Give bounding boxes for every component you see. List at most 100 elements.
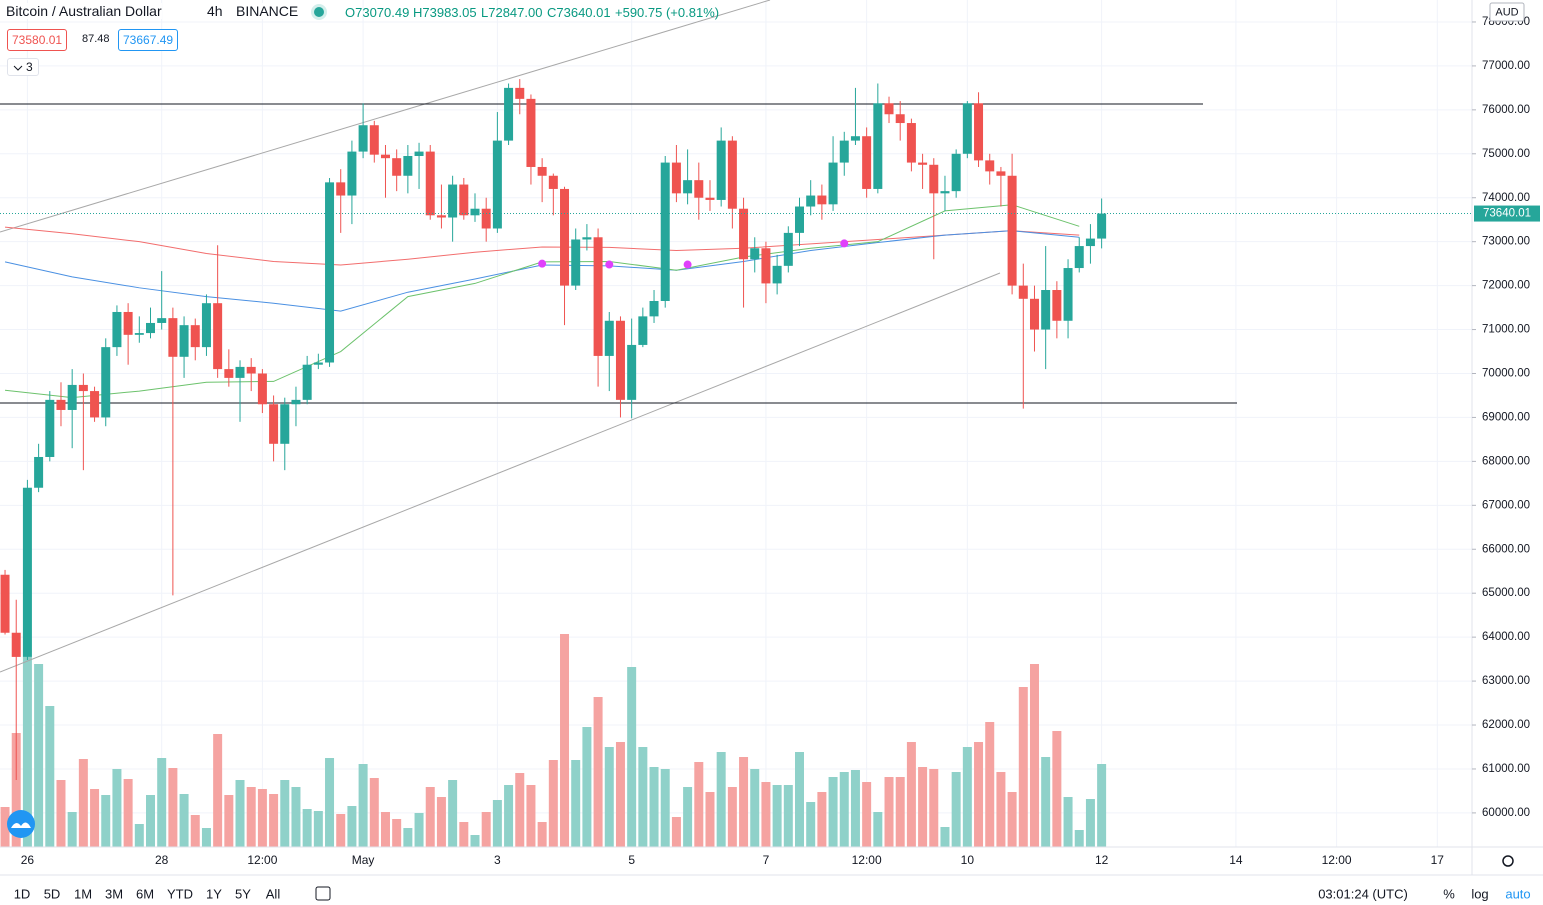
range-button[interactable]: 1Y (206, 886, 222, 901)
candle-body (179, 325, 189, 357)
settings-icon[interactable] (1502, 855, 1514, 867)
candle-body (347, 151, 357, 196)
y-tick-label: 61000.00 (1482, 763, 1530, 775)
volume-bar (1074, 830, 1084, 847)
range-button[interactable]: 5D (44, 886, 61, 901)
candle-body (962, 103, 972, 154)
candle-body (828, 162, 838, 205)
candle-body (850, 136, 860, 141)
volume-bar (470, 835, 480, 847)
x-tick-label: 28 (155, 853, 169, 867)
candle-body (123, 311, 133, 335)
auto-toggle[interactable]: auto (1505, 886, 1530, 901)
range-button[interactable]: 3M (105, 886, 123, 901)
volume-bar (1052, 731, 1062, 847)
y-tick-label: 72000.00 (1482, 280, 1530, 292)
volume-bar (906, 742, 916, 847)
volume-bar (537, 822, 547, 847)
candle-body (157, 318, 167, 323)
candle-body (638, 316, 648, 345)
signal-marker (683, 260, 692, 269)
candle-body (336, 182, 346, 196)
candle-body (1052, 290, 1062, 321)
candle-body (1097, 213, 1107, 239)
candle-body (269, 404, 279, 444)
volume-bar (705, 792, 715, 847)
range-button[interactable]: 1M (74, 886, 92, 901)
moving-average (4, 204, 1080, 399)
exchange: BINANCE (236, 3, 299, 19)
candle-body (1029, 298, 1039, 330)
volume-bar (817, 792, 827, 847)
candle-body (806, 195, 816, 207)
candle-body (571, 239, 581, 286)
calendar-icon[interactable] (315, 886, 331, 901)
indicators-toggle[interactable]: 3 (7, 58, 39, 76)
volume-bar (112, 769, 122, 847)
range-button[interactable]: 1D (14, 886, 31, 901)
candle-body (358, 125, 368, 152)
y-tick-label: 71000.00 (1482, 324, 1530, 336)
volume-bar (1085, 799, 1095, 847)
candle-body (45, 399, 55, 457)
volume-bar (895, 777, 905, 847)
volume-bar (571, 760, 581, 847)
candle-body (985, 160, 995, 172)
candle-body (101, 347, 111, 418)
volume-bar (403, 828, 413, 847)
bid[interactable]: 73580.01 (7, 29, 68, 51)
y-tick-label: 63000.00 (1482, 675, 1530, 687)
log-toggle[interactable]: log (1471, 886, 1488, 901)
percent-toggle[interactable]: % (1443, 886, 1455, 901)
candle-body (492, 140, 502, 229)
candle-body (302, 364, 312, 400)
volume-bar (850, 770, 860, 847)
y-tick-label: 70000.00 (1482, 368, 1530, 380)
y-tick-label: 77000.00 (1482, 60, 1530, 72)
candle-body (1041, 290, 1051, 330)
ask[interactable]: 73667.49 (118, 29, 179, 51)
x-tick-label: May (352, 853, 375, 867)
volume-bar (560, 634, 570, 847)
x-tick-label: 12:00 (247, 853, 277, 867)
range-button[interactable]: YTD (167, 886, 193, 901)
volume-bar (78, 759, 88, 847)
range-button[interactable]: All (266, 886, 281, 901)
candle-body (1063, 268, 1073, 321)
x-tick-label: 10 (961, 853, 975, 867)
y-tick-label: 67000.00 (1482, 499, 1530, 511)
y-tick-label: 74000.00 (1482, 192, 1530, 204)
volume-bar (213, 734, 223, 847)
volume-bar (828, 777, 838, 847)
candle-body (481, 208, 491, 229)
volume-bar (235, 780, 245, 847)
candle-body (67, 384, 77, 410)
candle-body (56, 399, 66, 410)
candle-body (414, 151, 424, 156)
candle-body (940, 191, 950, 194)
y-tick-label: 76000.00 (1482, 104, 1530, 116)
y-tick-label: 66000.00 (1482, 543, 1530, 555)
volume-bar (1063, 797, 1073, 847)
candle-body (705, 197, 715, 200)
volume-bar (0, 807, 10, 847)
x-tick-label: 12 (1095, 853, 1109, 867)
volume-bar (492, 800, 502, 847)
volume-bar (761, 782, 771, 847)
candle-body (0, 574, 10, 633)
volume-bar (671, 817, 681, 847)
candle-body (750, 248, 760, 260)
volume-bar (526, 785, 536, 847)
volume-bar (101, 795, 111, 847)
logo[interactable] (7, 810, 35, 838)
range-button[interactable]: 5Y (235, 886, 251, 901)
volume-bar (146, 795, 156, 847)
candle-body (168, 318, 178, 357)
volume-bar (593, 697, 603, 847)
volume-bar (168, 768, 178, 847)
range-button[interactable]: 6M (136, 886, 154, 901)
candle-body (235, 366, 245, 378)
volume-bar (269, 794, 279, 847)
candle-body (783, 232, 793, 266)
volume-bar (425, 787, 435, 847)
